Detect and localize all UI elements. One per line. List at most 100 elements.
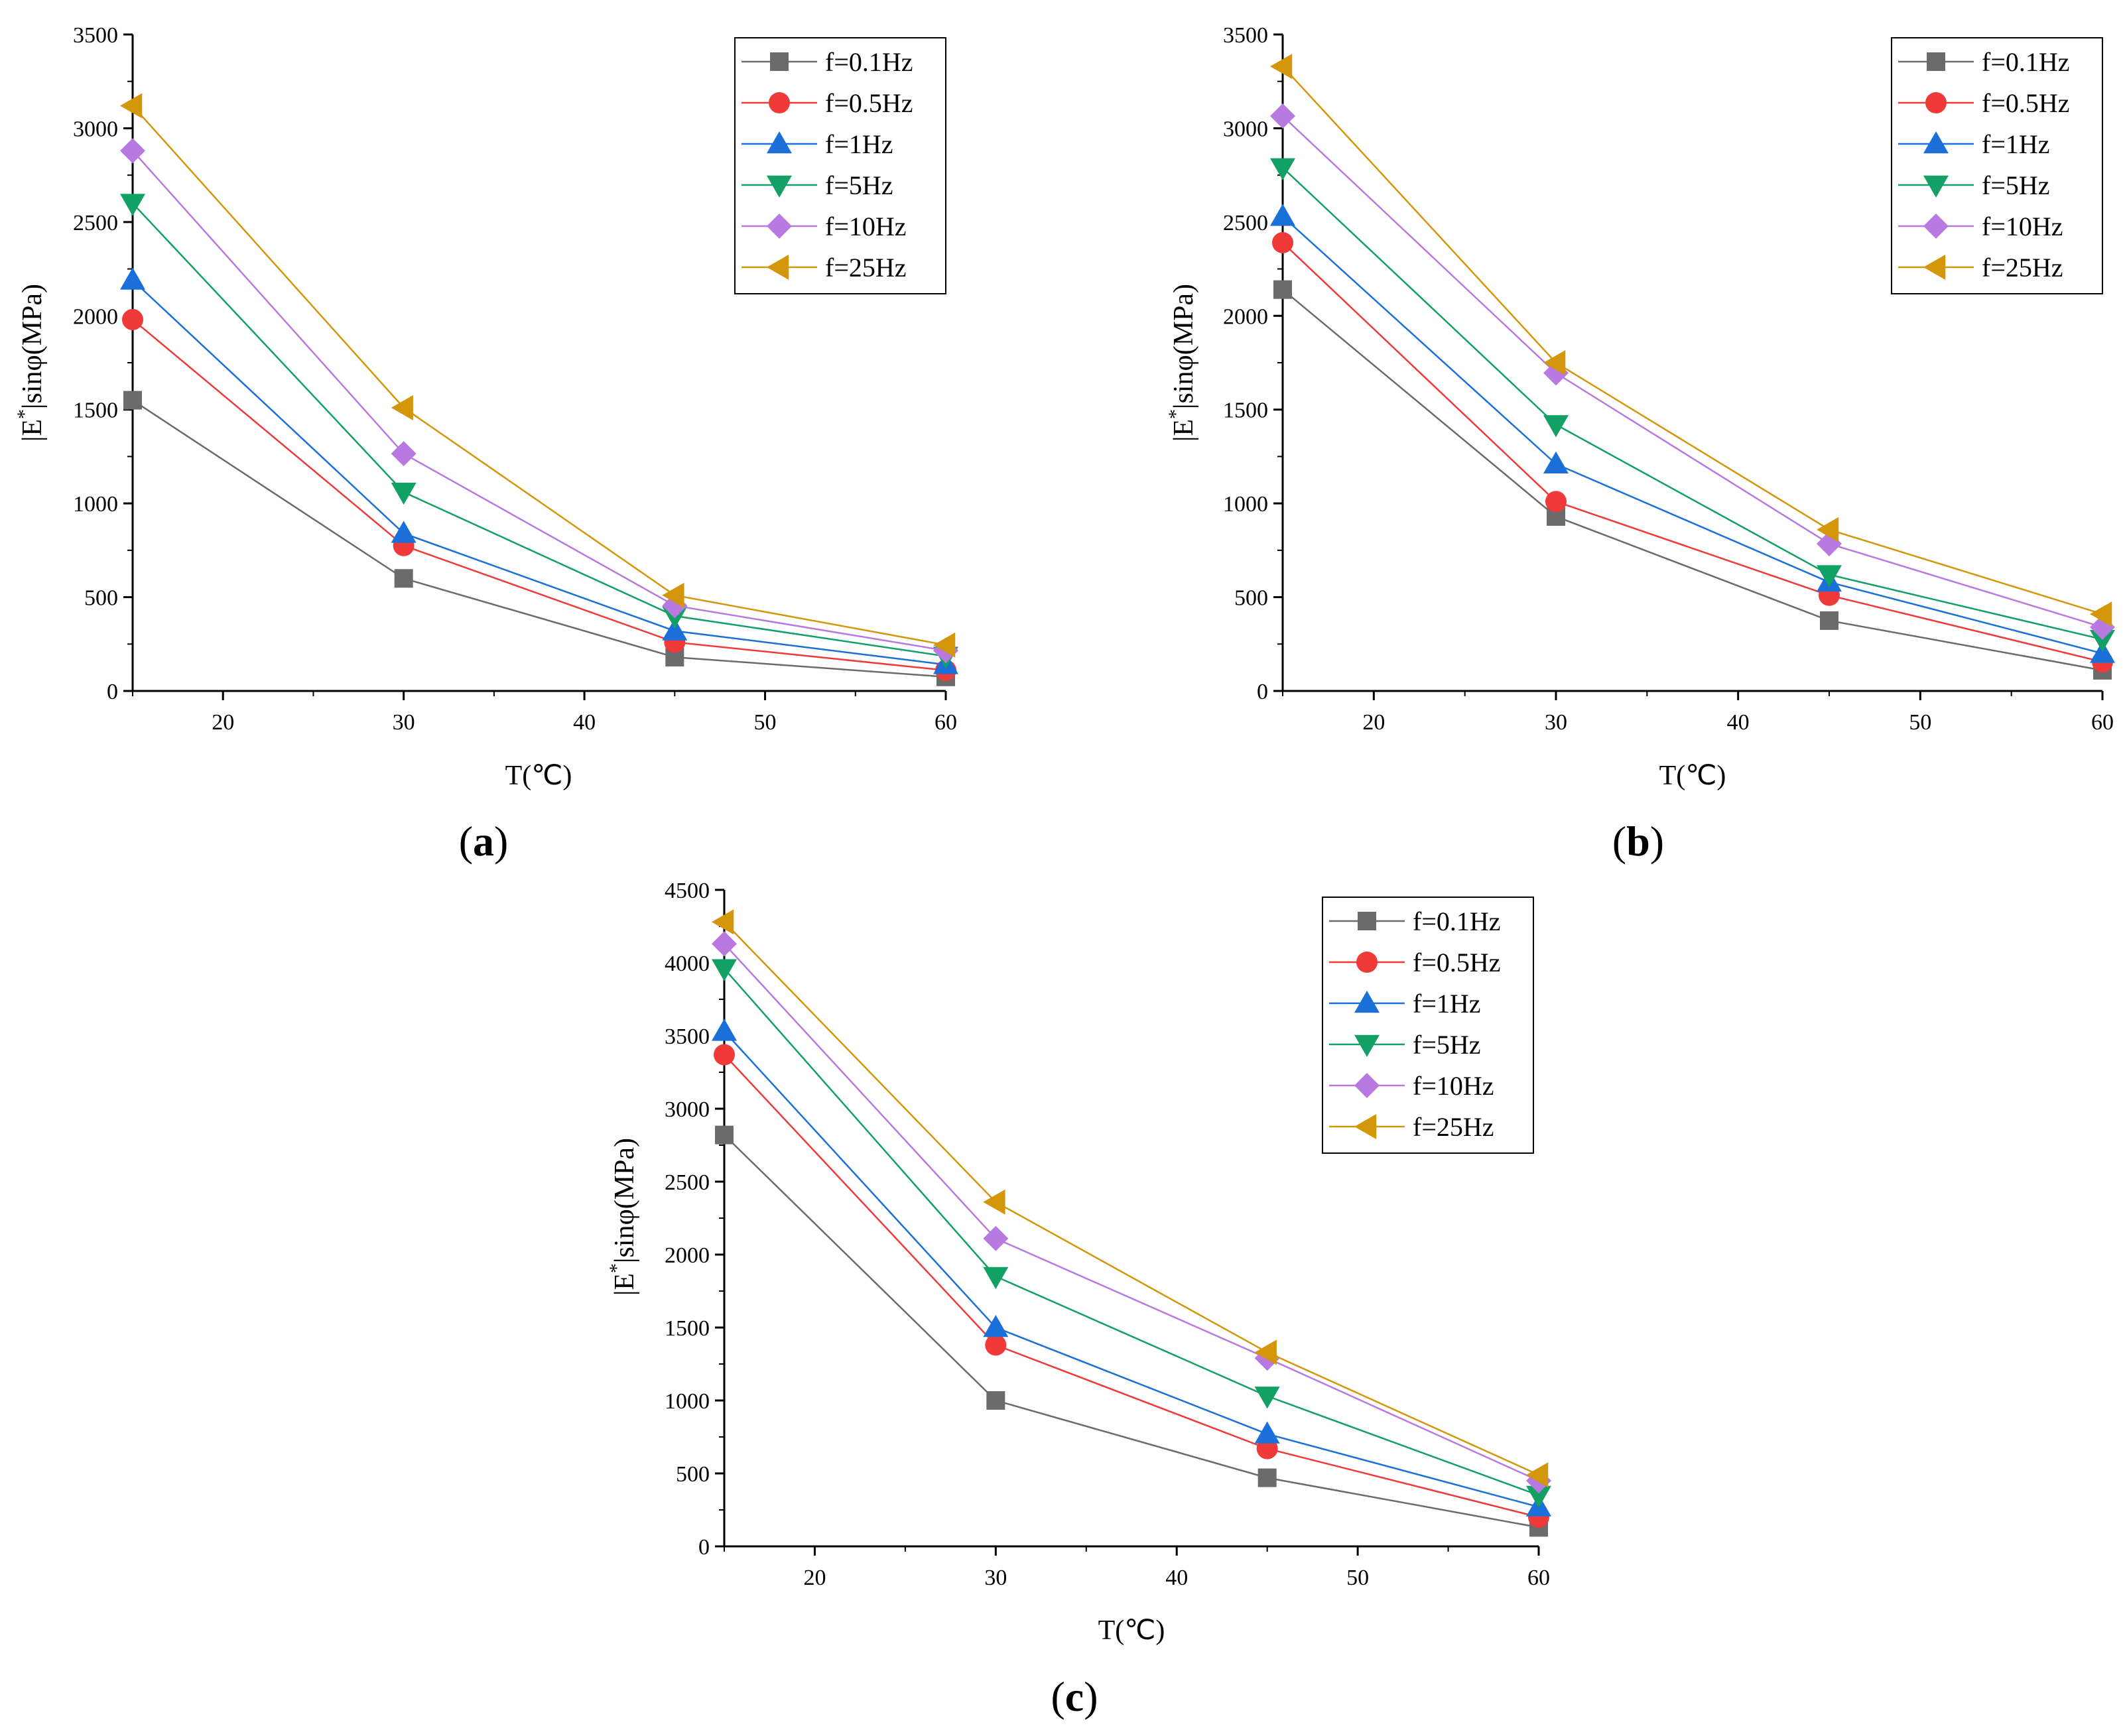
series-f=25Hz <box>120 93 956 658</box>
legend-label: f=10Hz <box>825 212 907 241</box>
x-tick-label: 60 <box>934 710 957 735</box>
series-f=25Hz <box>1270 54 2112 627</box>
data-point <box>1526 1485 1551 1508</box>
legend-marker <box>1923 131 1949 154</box>
legend-marker <box>1358 912 1376 930</box>
y-tick-label: 0 <box>107 680 118 704</box>
y-tick-label: 2500 <box>1223 211 1268 235</box>
data-point <box>1273 280 1292 299</box>
legend-label: f=0.1Hz <box>1982 47 2070 77</box>
series-line <box>724 1030 1539 1508</box>
data-point <box>983 1267 1009 1289</box>
y-axis-title-rest: |sinφ(MPa) <box>610 1138 640 1263</box>
y-tick-label: 1000 <box>73 492 118 517</box>
x-axis-title: T(℃) <box>1098 1615 1165 1646</box>
data-point <box>391 441 417 467</box>
series-f=0.5Hz <box>1272 231 2113 673</box>
legend-label: f=0.5Hz <box>1413 948 1501 977</box>
data-point <box>662 582 684 608</box>
y-tick-label: 1500 <box>1223 399 1268 423</box>
data-point <box>1270 54 1293 80</box>
x-tick-label: 50 <box>754 710 777 735</box>
series-line <box>724 1134 1539 1528</box>
panel-label-letter: c <box>1065 1673 1084 1720</box>
x-tick-label: 60 <box>2091 710 2114 735</box>
data-point <box>1270 158 1295 180</box>
data-point <box>985 1334 1007 1356</box>
data-point <box>123 391 142 410</box>
data-point <box>933 632 956 658</box>
data-point <box>712 1019 737 1041</box>
data-point <box>1817 517 1839 542</box>
legend-label: f=0.5Hz <box>1982 88 2070 118</box>
data-point <box>1272 231 1293 253</box>
legend-label: f=0.5Hz <box>825 88 913 118</box>
y-tick-label: 3500 <box>665 1024 710 1049</box>
series-line <box>724 967 1539 1497</box>
x-tick-label: 30 <box>393 710 415 735</box>
y-tick-label: 4000 <box>665 952 710 976</box>
panel-label-close: ) <box>494 818 508 865</box>
panel-label: (c) <box>1051 1673 1098 1720</box>
data-point <box>715 1125 734 1145</box>
y-tick-label: 3500 <box>1223 23 1268 48</box>
data-point <box>391 482 417 505</box>
series-line <box>132 399 946 678</box>
y-tick-label: 3000 <box>1223 117 1268 141</box>
x-tick-label: 20 <box>212 710 234 735</box>
data-point <box>1254 1421 1280 1444</box>
legend-label: f=1Hz <box>1982 129 2050 159</box>
panel-label-close: ) <box>1650 818 1664 865</box>
legend-marker <box>769 92 790 113</box>
legend-marker <box>770 52 789 71</box>
series-line <box>132 279 946 666</box>
series-line <box>724 943 1539 1482</box>
y-tick-label: 0 <box>1257 680 1268 704</box>
panel-label-letter: a <box>473 818 494 865</box>
legend-marker <box>1354 1114 1377 1139</box>
legend-marker <box>1923 214 1949 239</box>
legend-marker <box>767 255 789 280</box>
panel-label-close: ) <box>1084 1673 1098 1720</box>
data-point <box>2090 629 2115 652</box>
y-axis-title: |E*|sinφ(MPa) <box>606 1138 640 1296</box>
series-line <box>724 1054 1539 1519</box>
legend-label: f=10Hz <box>1413 1071 1494 1101</box>
data-point <box>1254 1387 1280 1409</box>
data-point <box>986 1391 1005 1410</box>
series-line <box>1282 242 2103 663</box>
data-point <box>1270 204 1295 226</box>
legend-label: f=5Hz <box>1413 1030 1481 1060</box>
panel-label-open: ( <box>459 818 473 865</box>
series-f=5Hz <box>1270 158 2115 652</box>
legend: f=0.1Hz f=0.5Hz f=1Hz f=5Hz f=10Hz f=25Hz <box>1891 37 2103 294</box>
legend-marker <box>1354 1073 1380 1098</box>
y-tick-label: 500 <box>1234 586 1268 611</box>
panel-label: (b) <box>1612 818 1664 865</box>
series-f=0.1Hz <box>715 1125 1548 1537</box>
y-axis-title-base: |E <box>1169 419 1199 442</box>
series-f=10Hz <box>1270 103 2115 640</box>
data-point <box>391 521 417 543</box>
series-f=0.1Hz <box>123 391 955 686</box>
y-axis-title-rest: |sinφ(MPa) <box>1169 284 1199 409</box>
y-tick-label: 1500 <box>73 399 118 423</box>
data-point <box>394 569 413 588</box>
y-tick-label: 0 <box>698 1535 710 1560</box>
data-point <box>1543 350 1566 375</box>
x-tick-label: 50 <box>1346 1566 1369 1590</box>
legend: f=0.1Hz f=0.5Hz f=1Hz f=5Hz f=10Hz f=25Hz <box>734 37 946 294</box>
legend-label: f=1Hz <box>1413 989 1481 1019</box>
series-f=1Hz <box>712 1019 1551 1517</box>
legend-box <box>1891 37 2103 294</box>
series-f=10Hz <box>120 138 958 664</box>
data-point <box>983 1315 1009 1337</box>
data-point <box>712 909 734 935</box>
legend-marker <box>767 175 792 198</box>
y-tick-label: 3500 <box>73 23 118 48</box>
y-tick-label: 1500 <box>665 1316 710 1341</box>
panel-label-letter: b <box>1626 818 1650 865</box>
data-point <box>1526 1462 1549 1488</box>
series-f=0.5Hz <box>714 1044 1549 1528</box>
legend-marker <box>1923 255 1946 280</box>
